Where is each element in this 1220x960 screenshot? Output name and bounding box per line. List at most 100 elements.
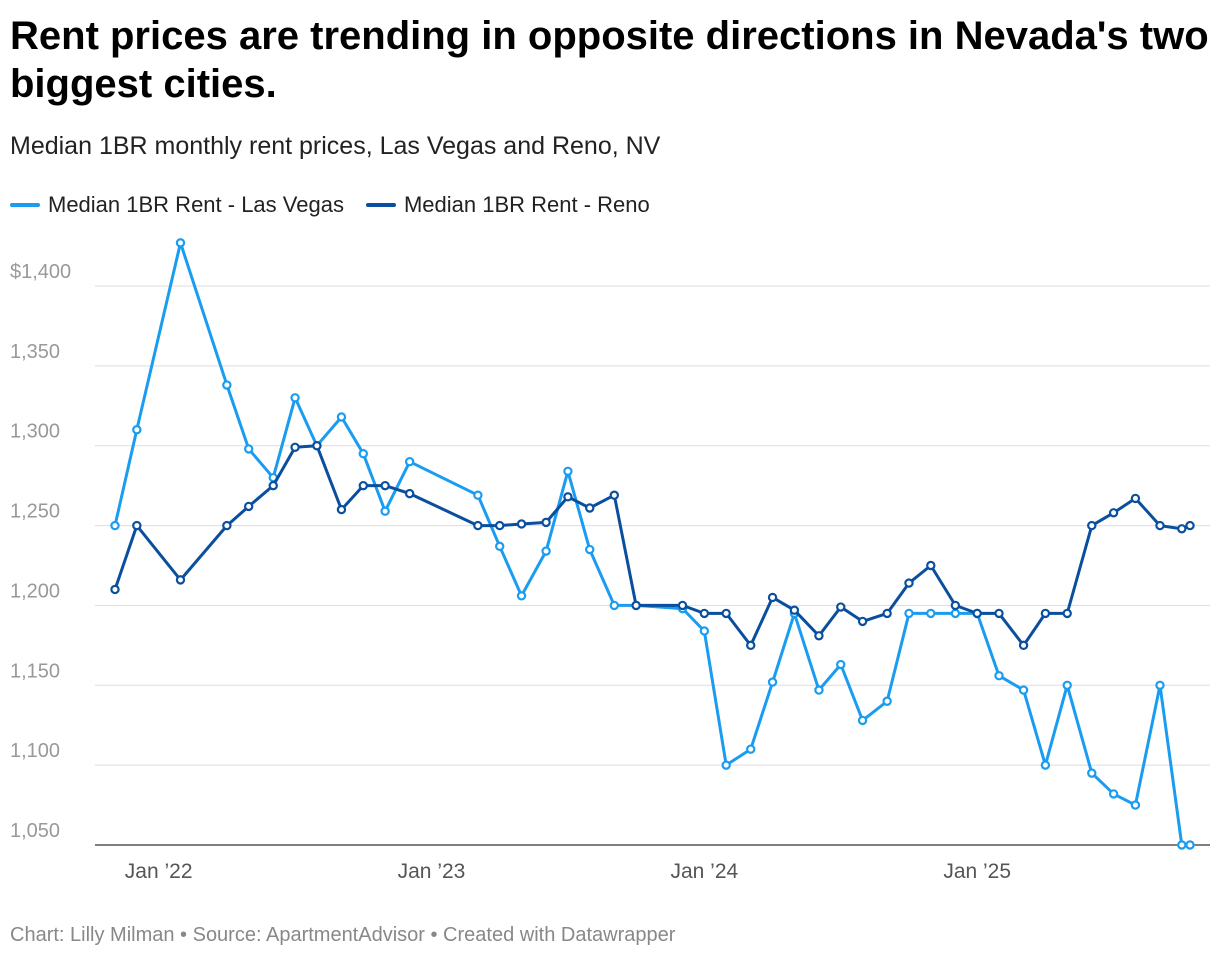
y-tick-label: 1,050 — [10, 820, 60, 842]
data-point-reno — [541, 517, 551, 528]
data-point-las-vegas — [380, 506, 390, 516]
data-point-reno — [132, 520, 142, 531]
series-line-reno — [113, 444, 1192, 647]
data-point-reno — [746, 640, 756, 651]
data-point-las-vegas — [222, 380, 232, 390]
data-point-las-vegas — [857, 715, 868, 726]
y-tick-label: 1,350 — [10, 341, 60, 363]
data-point-las-vegas — [1155, 680, 1165, 690]
data-point-las-vegas — [926, 608, 936, 619]
data-point-las-vegas — [1108, 789, 1119, 799]
data-point-las-vegas — [1062, 680, 1072, 690]
data-point-reno — [1177, 524, 1187, 534]
data-point-las-vegas — [358, 448, 368, 459]
data-point-reno — [789, 605, 800, 615]
data-point-reno — [380, 480, 390, 491]
x-tick-label: Jan ’23 — [398, 860, 466, 883]
data-point-reno — [926, 560, 936, 571]
x-tick-label: Jan ’24 — [670, 860, 738, 883]
data-point-reno — [1155, 520, 1165, 531]
y-tick-label: 1,200 — [10, 580, 60, 602]
data-point-reno — [950, 600, 961, 611]
data-point-reno — [268, 480, 278, 491]
legend-item-las-vegas: Median 1BR Rent - Las Vegas — [10, 192, 344, 218]
data-point-reno — [836, 602, 846, 612]
data-point-las-vegas — [767, 677, 778, 687]
chart-subtitle: Median 1BR monthly rent prices, Las Vega… — [10, 132, 661, 160]
data-point-reno — [814, 631, 824, 641]
chart-footer: Chart: Lilly Milman • Source: ApartmentA… — [10, 924, 676, 946]
data-point-las-vegas — [1040, 760, 1051, 770]
legend-label-reno: Median 1BR Rent - Reno — [403, 192, 650, 217]
data-point-las-vegas — [110, 520, 120, 531]
data-point-reno — [358, 480, 368, 491]
data-point-reno — [857, 616, 868, 627]
data-point-reno — [1087, 520, 1097, 531]
data-point-reno — [243, 501, 254, 512]
data-point-las-vegas — [721, 760, 731, 770]
data-point-las-vegas — [336, 412, 347, 422]
data-point-las-vegas — [243, 444, 254, 454]
legend-swatch-las-vegas — [10, 203, 40, 207]
data-point-las-vegas — [699, 626, 710, 636]
data-point-las-vegas — [609, 600, 620, 611]
data-point-reno — [473, 520, 483, 531]
data-point-las-vegas — [1185, 840, 1195, 850]
series-line-las-vegas — [113, 241, 1192, 847]
line-chart: $1,400 1,350 1,300 1,250 1,200 1,150 1,100 1,05… — [10, 238, 1210, 883]
data-point-reno — [1185, 520, 1195, 531]
data-point-reno — [175, 575, 186, 585]
data-point-reno — [495, 520, 505, 531]
data-point-reno — [631, 600, 641, 611]
data-point-las-vegas — [814, 685, 824, 695]
data-point-reno — [110, 584, 120, 595]
data-point-reno — [585, 503, 595, 513]
data-point-las-vegas — [882, 696, 892, 706]
data-point-las-vegas — [746, 744, 756, 754]
data-point-reno — [994, 608, 1004, 619]
data-point-reno — [1108, 508, 1119, 518]
data-point-las-vegas — [175, 238, 186, 248]
y-tick-label: 1,300 — [10, 421, 60, 443]
data-point-reno — [1018, 640, 1029, 651]
data-point-las-vegas — [404, 456, 415, 467]
data-point-reno — [516, 519, 527, 529]
data-point-reno — [609, 490, 620, 500]
data-point-reno — [882, 608, 892, 619]
data-point-reno — [290, 442, 300, 453]
data-point-las-vegas — [1130, 800, 1141, 810]
y-tick-label: 1,100 — [10, 740, 60, 762]
x-tick-label: Jan ’22 — [125, 860, 193, 883]
y-tick-label: 1,150 — [10, 660, 60, 682]
data-point-reno — [904, 578, 914, 588]
data-point-las-vegas — [585, 544, 595, 555]
data-point-reno — [1040, 608, 1051, 619]
data-point-reno — [404, 488, 415, 499]
data-point-reno — [1062, 608, 1072, 619]
data-point-las-vegas — [950, 608, 961, 619]
data-point-reno — [721, 608, 731, 619]
data-point-las-vegas — [541, 546, 551, 556]
x-tick-label: Jan ’25 — [943, 860, 1011, 883]
data-point-las-vegas — [1177, 840, 1187, 850]
legend-swatch-reno — [365, 203, 396, 207]
series-layer — [110, 238, 1195, 850]
y-tick-label: 1,250 — [10, 501, 60, 523]
data-point-las-vegas — [516, 591, 527, 601]
data-point-las-vegas — [563, 466, 573, 476]
data-point-las-vegas — [473, 490, 483, 500]
data-point-reno — [677, 600, 688, 611]
y-tick-label: $1,400 — [10, 261, 71, 283]
data-point-las-vegas — [904, 608, 914, 619]
data-point-reno — [699, 608, 710, 619]
data-point-las-vegas — [836, 659, 846, 670]
x-axis-ticks: Jan ’22 Jan ’23 Jan ’24 Jan ’25 — [125, 860, 1011, 883]
data-point-reno — [972, 608, 982, 619]
data-point-reno — [767, 592, 778, 603]
data-point-las-vegas — [495, 541, 505, 552]
data-point-las-vegas — [290, 393, 300, 403]
data-point-las-vegas — [132, 425, 142, 435]
data-point-reno — [563, 492, 573, 502]
data-point-las-vegas — [1018, 685, 1029, 695]
legend: Median 1BR Rent - Las Vegas Median 1BR R… — [10, 190, 672, 220]
